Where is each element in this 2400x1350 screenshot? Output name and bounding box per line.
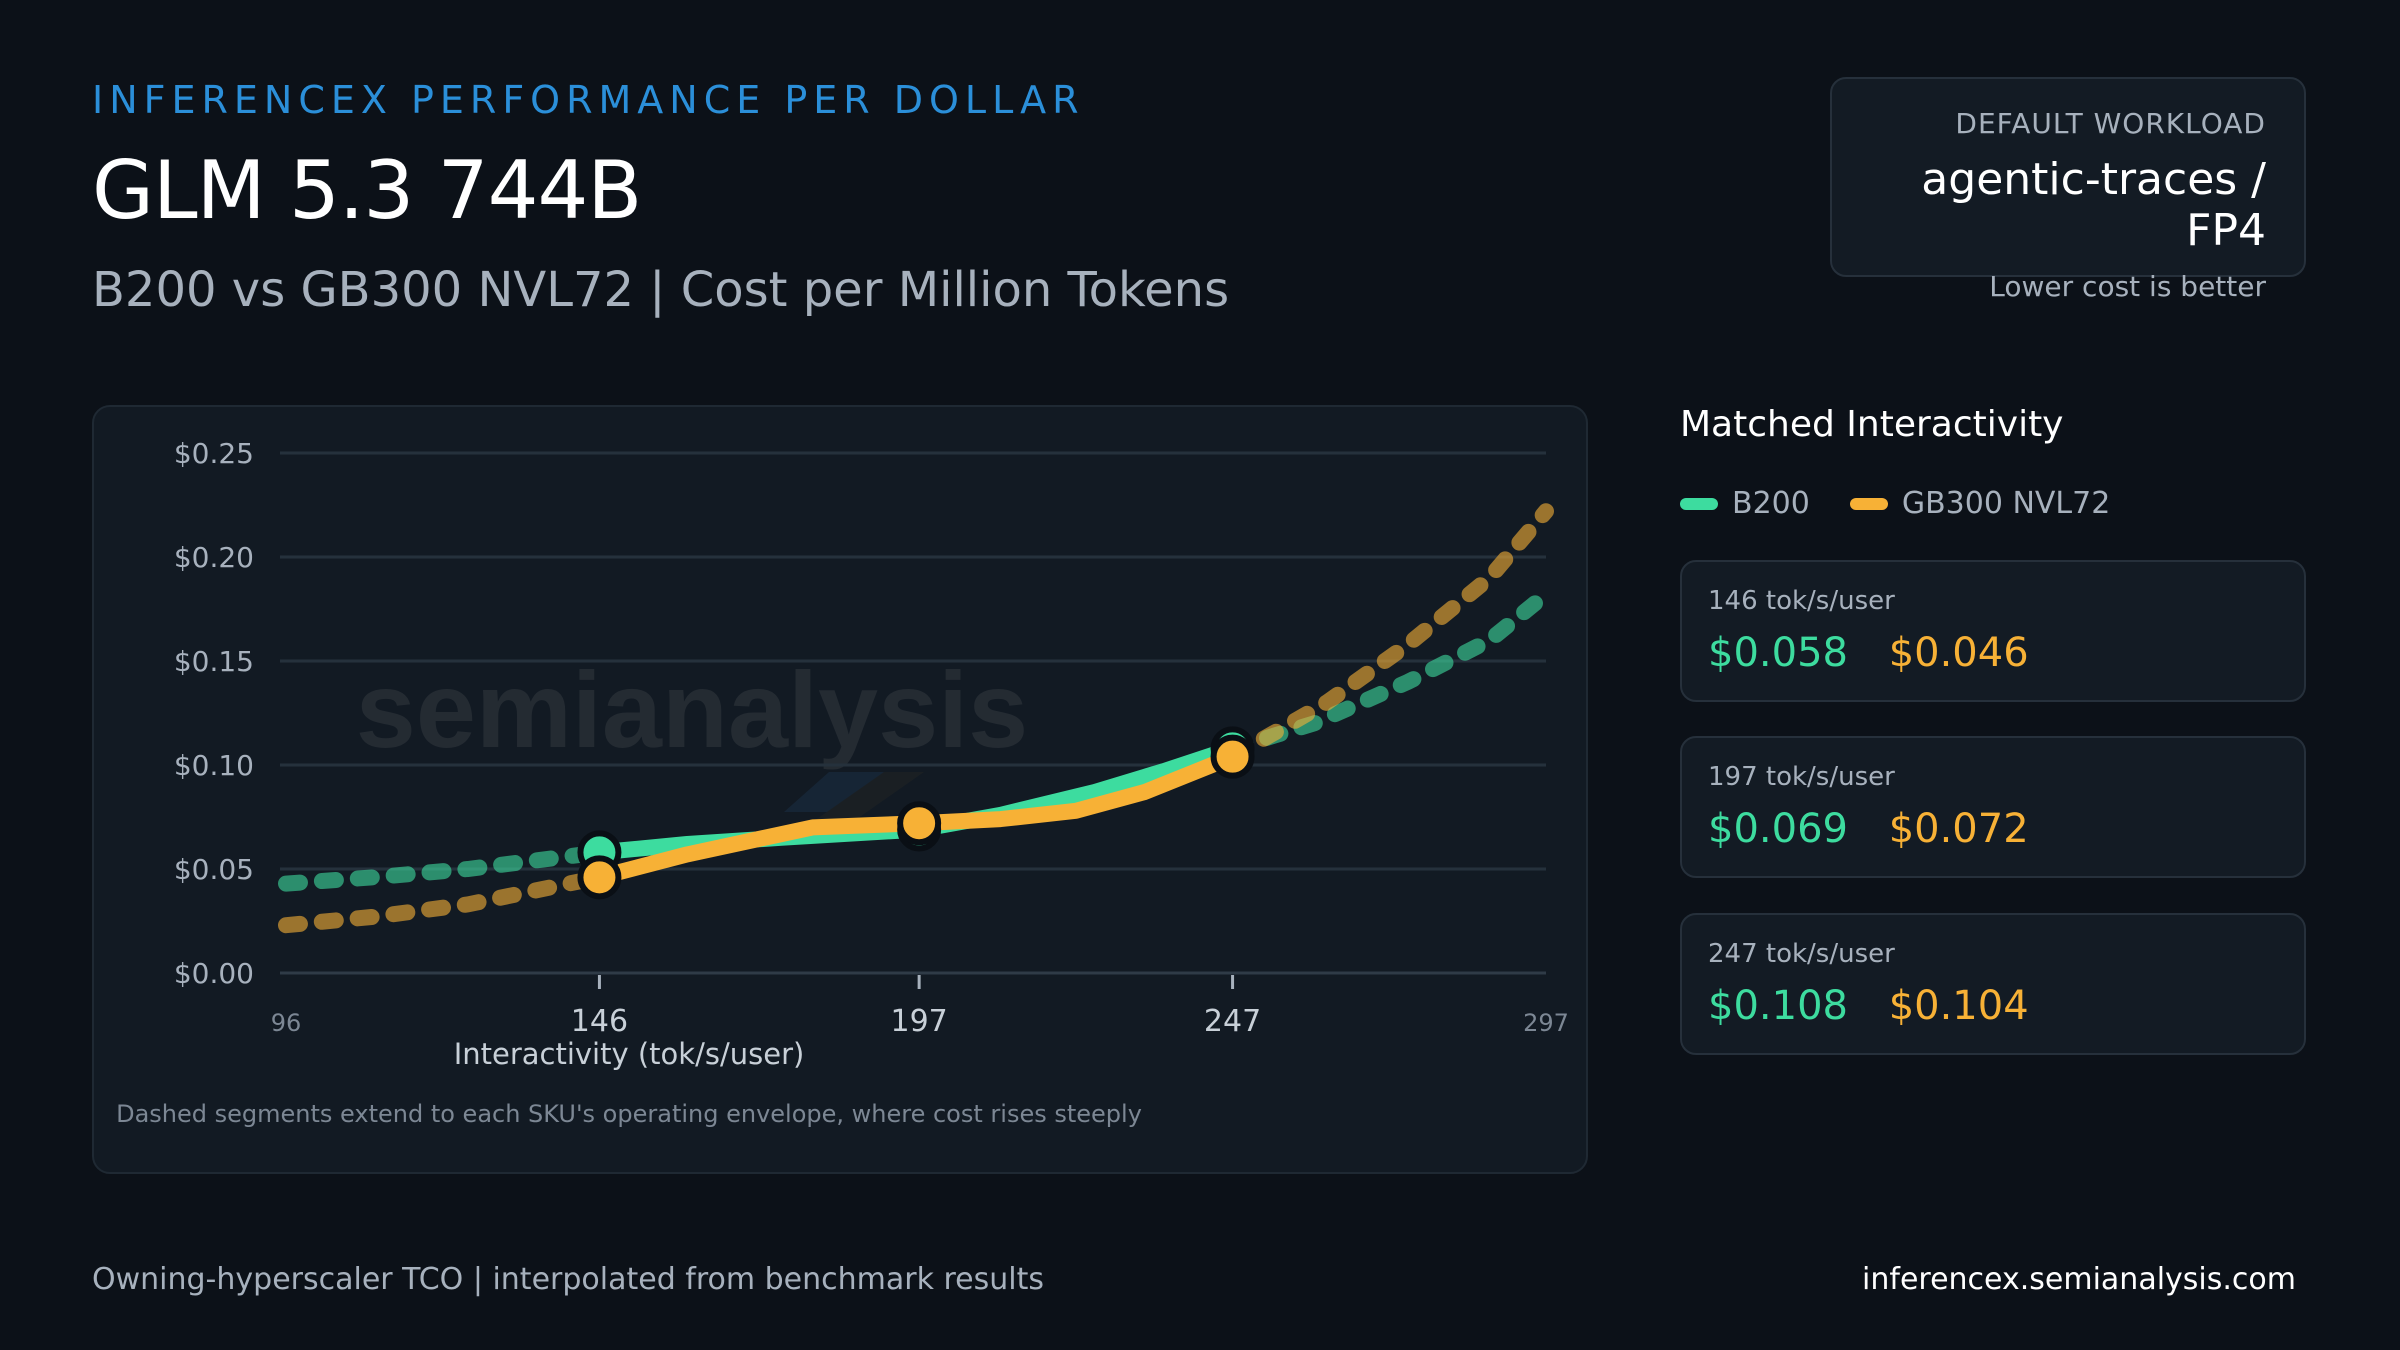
matched-card-247: 247 tok/s/user $0.108 $0.104 [1680, 913, 2306, 1055]
legend-swatch-icon [1680, 497, 1718, 510]
footer-note: Owning-hyperscaler TCO | interpolated fr… [92, 1262, 1045, 1297]
y-tick-label: $0.25 [174, 437, 254, 470]
series-gb300-dashed-low [278, 869, 608, 934]
y-axis-labels: $0.00 $0.05 $0.10 $0.15 $0.20 $0.25 [174, 437, 254, 990]
page-subtitle: B200 vs GB300 NVL72 | Cost per Million T… [92, 262, 1230, 318]
y-tick-label: $0.00 [174, 957, 254, 990]
matched-card-146: 146 tok/s/user $0.058 $0.046 [1680, 560, 2306, 702]
workload-label: DEFAULT WORKLOAD [1955, 107, 2266, 140]
series-gb300-dashed-high [1224, 503, 1554, 765]
y-tick-label: $0.20 [174, 541, 254, 574]
card-label: 197 tok/s/user [1708, 762, 1895, 792]
x-tick-label: 96 [271, 1009, 302, 1037]
workload-note: Lower cost is better [1989, 270, 2266, 303]
legend-swatch-icon [1849, 497, 1888, 510]
card-label: 247 tok/s/user [1708, 939, 1895, 969]
matched-interactivity-title: Matched Interactivity [1680, 404, 2064, 445]
footer-url[interactable]: inferencex.semianalysis.com [1862, 1262, 2296, 1297]
y-tick-label: $0.05 [174, 853, 254, 886]
chart-note: Dashed segments extend to each SKU's ope… [116, 1100, 1142, 1128]
card-gb300-cost: $0.104 [1888, 983, 2029, 1029]
markers [577, 726, 1255, 900]
marker-gb300[interactable] [577, 855, 622, 900]
marker-gb300[interactable] [1210, 734, 1255, 779]
series-b200-dashed-low [278, 844, 608, 892]
y-tick-label: $0.15 [174, 645, 254, 678]
card-b200-cost: $0.069 [1708, 806, 1848, 852]
card-b200-cost: $0.108 [1708, 983, 1848, 1029]
page-kicker: INFERENCEX PERFORMANCE PER DOLLAR [92, 78, 1085, 122]
card-gb300-cost: $0.046 [1888, 630, 2029, 676]
marker-gb300[interactable] [897, 801, 942, 846]
series-b200-dashed-high [1224, 586, 1554, 757]
y-tick-label: $0.10 [174, 749, 254, 782]
card-gb300-cost: $0.072 [1888, 806, 2029, 852]
workload-card: DEFAULT WORKLOAD agentic-traces / FP4 Lo… [1830, 77, 2306, 303]
x-tick-label: 247 [1204, 1004, 1261, 1039]
chart-panel: semianalysis $0.00 $0.05 $0.10 $0.15 $0.20 $0… [92, 405, 1588, 1174]
x-axis: 96 146 197 247 297 [271, 975, 1569, 1039]
legend-label: B200 [1732, 486, 1810, 521]
x-axis-title: Interactivity (tok/s/user) [454, 1037, 805, 1071]
workload-value: agentic-traces / FP4 [1921, 154, 2266, 256]
matched-card-197: 197 tok/s/user $0.069 $0.072 [1680, 736, 2306, 878]
watermark-text: semianalysis [356, 649, 1028, 770]
x-tick-label: 197 [891, 1004, 948, 1039]
cost-chart: semianalysis $0.00$0.05$0.10$0.15$0.20$0… [116, 437, 1569, 1128]
legend-item-b200: B200 [1680, 486, 1810, 521]
legend-label: GB300 NVL72 [1901, 486, 2111, 521]
watermark: semianalysis [356, 649, 1028, 842]
series [278, 503, 1554, 934]
x-tick-label: 297 [1523, 1009, 1569, 1037]
grid [280, 451, 1546, 975]
card-b200-cost: $0.058 [1708, 630, 1848, 676]
x-tick-label: 146 [571, 1004, 628, 1039]
card-label: 146 tok/s/user [1708, 586, 1895, 616]
series-gb300-line [591, 748, 1241, 886]
page-title: GLM 5.3 744B [92, 144, 642, 237]
legend: B200 GB300 NVL72 [1680, 486, 2150, 521]
watermark-slash-icon [784, 772, 884, 812]
legend-item-gb300: GB300 NVL72 [1849, 486, 2111, 521]
